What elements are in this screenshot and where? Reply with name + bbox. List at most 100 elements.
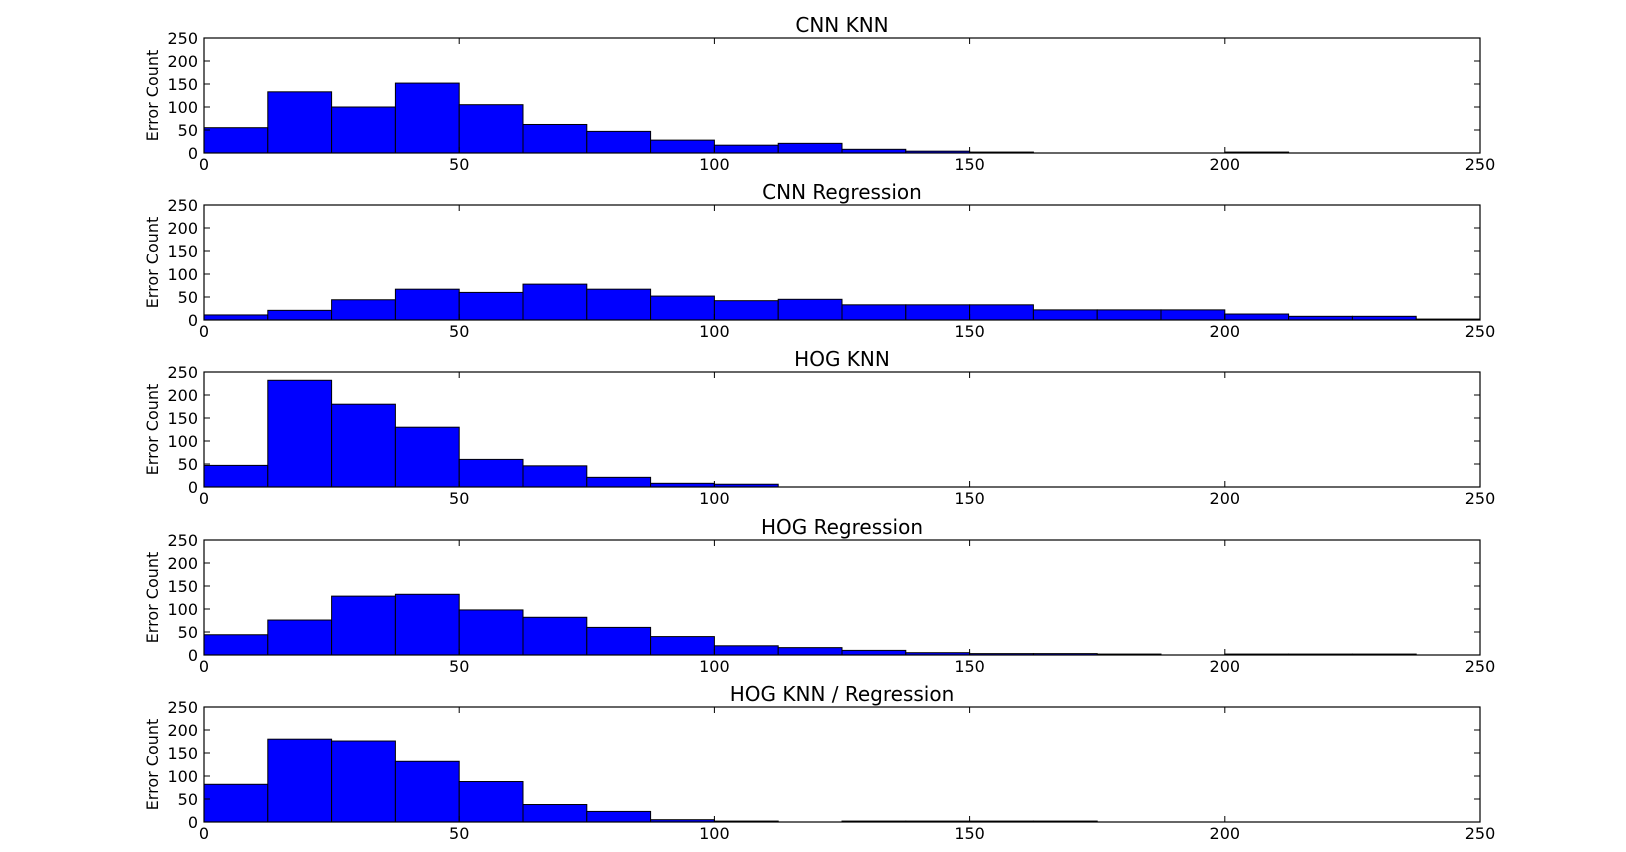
x-tick-label: 0 <box>199 155 209 174</box>
y-tick-label: 100 <box>167 767 198 786</box>
histogram-bar <box>1224 313 1290 321</box>
histogram-bar <box>458 609 524 656</box>
y-tick-label: 0 <box>188 478 198 497</box>
x-tick-label: 200 <box>1210 657 1241 676</box>
histogram-bar <box>650 295 715 321</box>
plot-frame <box>203 37 1481 154</box>
histogram-bar <box>522 804 588 823</box>
histogram-bar <box>267 619 333 656</box>
y-axis-label: Error Count <box>143 552 162 644</box>
histogram-bar <box>1160 309 1226 321</box>
y-tick-label: 200 <box>167 386 198 405</box>
x-tick-label: 50 <box>449 657 469 676</box>
histogram-bar <box>650 636 715 656</box>
x-tick-label: 250 <box>1465 657 1496 676</box>
histogram-bar <box>394 288 460 321</box>
histogram-bar <box>777 142 843 154</box>
y-tick-label: 50 <box>178 455 198 474</box>
y-tick-label: 250 <box>167 29 198 48</box>
histogram-bar <box>394 760 460 823</box>
y-tick-label: 200 <box>167 721 198 740</box>
histogram-bar <box>458 104 524 154</box>
histogram-bar <box>586 626 652 656</box>
plot-frame <box>203 706 1481 823</box>
histogram-bar <box>458 291 524 321</box>
histogram-bar <box>1032 309 1098 321</box>
y-tick-label: 250 <box>167 698 198 717</box>
histogram-bar <box>586 130 652 154</box>
histogram-bar <box>458 781 524 823</box>
y-tick-label: 0 <box>188 813 198 832</box>
x-tick-label: 100 <box>699 489 730 508</box>
histogram-bar <box>394 593 460 656</box>
histogram-bar <box>394 82 460 154</box>
y-tick-label: 0 <box>188 646 198 665</box>
histogram-bar <box>203 783 269 823</box>
histogram-bar <box>586 288 652 321</box>
subplot-title: HOG Regression <box>761 515 923 539</box>
histogram-bar <box>203 314 269 321</box>
histogram-bar <box>905 304 971 321</box>
y-tick-label: 200 <box>167 554 198 573</box>
x-tick-label: 250 <box>1465 489 1496 508</box>
x-tick-label: 250 <box>1465 322 1496 341</box>
histogram-bar <box>331 403 396 488</box>
y-tick-label: 200 <box>167 219 198 238</box>
y-axis-label: Error Count <box>143 217 162 309</box>
histogram-bar <box>777 298 843 321</box>
subplot-title: CNN Regression <box>762 180 922 204</box>
y-tick-label: 0 <box>188 311 198 330</box>
y-tick-label: 100 <box>167 265 198 284</box>
histogram-bar <box>586 476 652 488</box>
histogram-bar <box>203 127 269 154</box>
y-tick-label: 50 <box>178 288 198 307</box>
x-tick-label: 100 <box>699 824 730 843</box>
x-tick-label: 150 <box>954 657 985 676</box>
histogram-bar <box>841 649 907 656</box>
histogram-bar <box>331 740 396 823</box>
y-tick-label: 0 <box>188 144 198 163</box>
histogram-bar <box>458 458 524 488</box>
x-tick-label: 150 <box>954 489 985 508</box>
y-axis-label: Error Count <box>143 50 162 142</box>
x-tick-label: 200 <box>1210 489 1241 508</box>
x-tick-label: 250 <box>1465 155 1496 174</box>
histogram-bar <box>522 283 588 321</box>
histogram-bar <box>331 595 396 656</box>
histogram-bar <box>713 300 779 321</box>
histogram-bar <box>331 106 396 154</box>
x-tick-label: 100 <box>699 322 730 341</box>
x-tick-label: 150 <box>954 824 985 843</box>
y-tick-label: 50 <box>178 623 198 642</box>
histogram-bar <box>522 123 588 154</box>
x-tick-label: 200 <box>1210 155 1241 174</box>
y-axis-label: Error Count <box>143 719 162 811</box>
x-tick-label: 50 <box>449 155 469 174</box>
histogram-bar <box>267 738 333 823</box>
histogram-bar <box>267 309 333 321</box>
y-tick-label: 250 <box>167 363 198 382</box>
x-tick-label: 0 <box>199 489 209 508</box>
x-tick-label: 150 <box>954 155 985 174</box>
histogram-bar <box>267 91 333 154</box>
subplot-title: HOG KNN / Regression <box>730 682 955 706</box>
y-tick-label: 150 <box>167 409 198 428</box>
histogram-bar <box>522 616 588 656</box>
x-tick-label: 100 <box>699 657 730 676</box>
histogram-bar <box>713 144 779 154</box>
x-tick-label: 50 <box>449 322 469 341</box>
y-tick-label: 50 <box>178 121 198 140</box>
y-tick-label: 250 <box>167 196 198 215</box>
histogram-bar <box>650 139 715 154</box>
histogram-bar <box>841 304 907 321</box>
y-tick-label: 50 <box>178 790 198 809</box>
x-tick-label: 150 <box>954 322 985 341</box>
histogram-bar <box>267 379 333 488</box>
plot-frame <box>203 371 1481 488</box>
y-tick-label: 200 <box>167 52 198 71</box>
y-tick-label: 150 <box>167 744 198 763</box>
